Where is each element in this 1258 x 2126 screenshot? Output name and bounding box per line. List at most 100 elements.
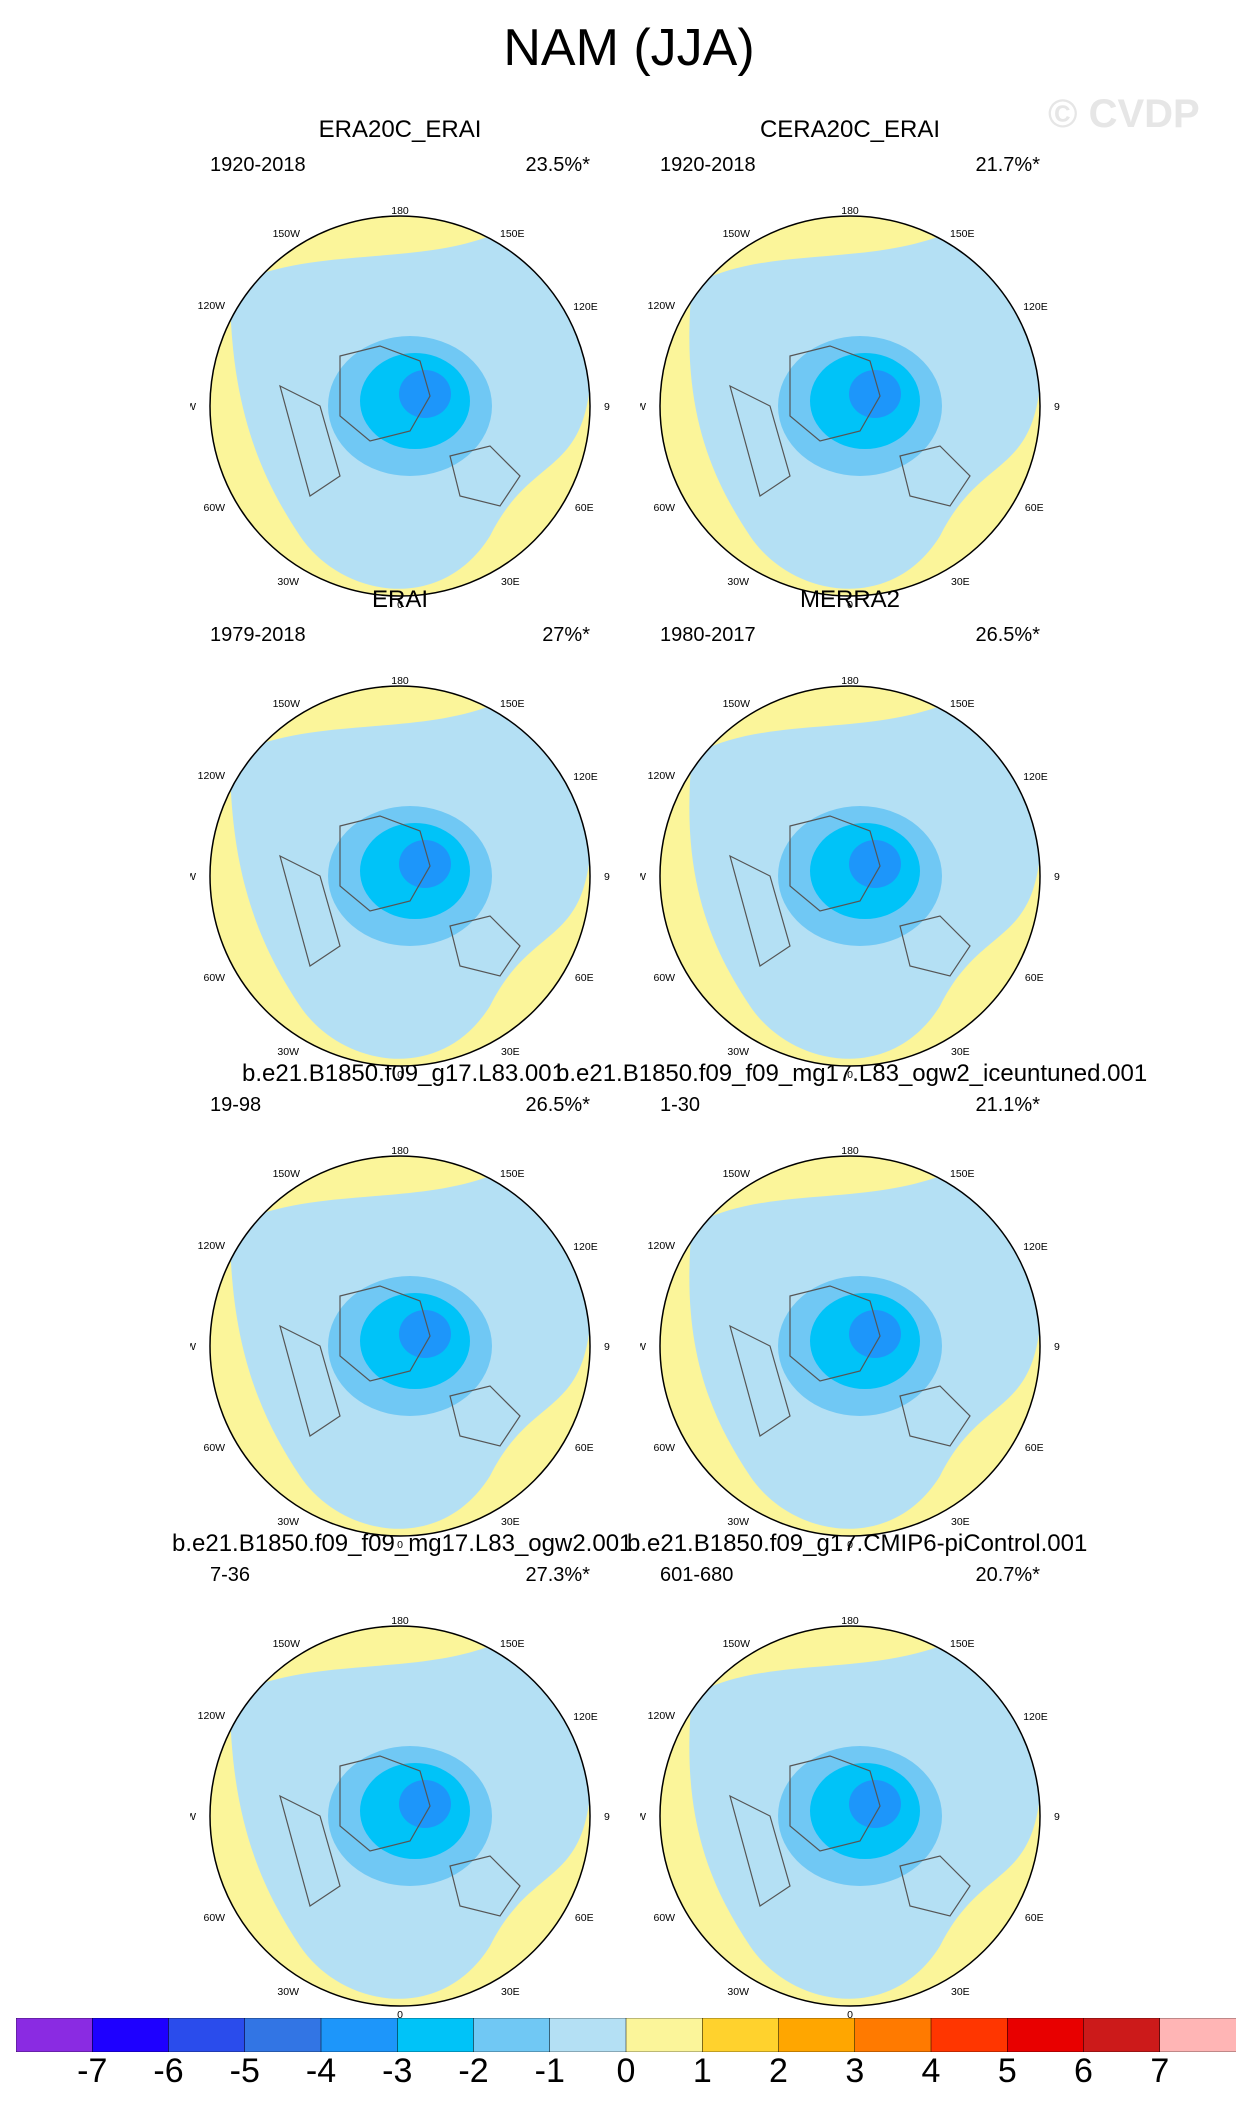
polar-map: 180 150E 120E 90E 60E 30E 0 30W 60W 90W 120W 150W bbox=[174, 1615, 622, 2021]
lon-label: 150E bbox=[500, 1638, 525, 1650]
colorbar-tick-label: -6 bbox=[153, 2052, 184, 2090]
lon-label: 120E bbox=[1023, 771, 1048, 783]
lon-label: 60E bbox=[575, 1912, 594, 1924]
lon-label: 120W bbox=[648, 1240, 676, 1252]
lon-label: 0 bbox=[847, 2009, 853, 2021]
colorbar-swatch bbox=[320, 2018, 398, 2052]
map-panel: CERA20C_ERAI 1920-2018 21.7%* 180 150E 120E 9… bbox=[624, 116, 1072, 611]
lon-label: 120W bbox=[648, 770, 676, 782]
lon-label: 60W bbox=[654, 1912, 676, 1924]
panel-variance-pct: 21.1%* bbox=[975, 1094, 1041, 1116]
lon-label: 150E bbox=[500, 228, 525, 240]
colorbar-tick-label: 3 bbox=[845, 2052, 865, 2090]
panel-map: 180 150E 120E 90E 60E 30E 0 30W 60W 90W 120W 150W bbox=[174, 1566, 622, 2041]
lon-label: 120W bbox=[198, 1240, 226, 1252]
lon-label: 30W bbox=[277, 1516, 299, 1528]
polar-map: 180 150E 120E 90E 60E 30E 0 30W 60W 90W 120W 150W bbox=[174, 675, 622, 1081]
coastlines bbox=[729, 1285, 971, 1447]
polar-map: 180 150E 120E 90E 60E 30E 0 30W 60W 90W 120W 150W bbox=[174, 1145, 622, 1551]
anomaly-core bbox=[399, 840, 451, 888]
colorbar-swatch bbox=[854, 2018, 932, 2052]
lon-label: 30W bbox=[277, 1046, 299, 1058]
coastlines bbox=[279, 815, 521, 977]
map-boundary bbox=[209, 1625, 591, 2007]
lon-label: 0 bbox=[397, 2009, 403, 2021]
lon-label: 150E bbox=[950, 228, 975, 240]
lon-label: 150W bbox=[273, 1168, 301, 1180]
map-boundary bbox=[659, 215, 1041, 597]
lon-label: 90E bbox=[1054, 401, 1060, 413]
polar-map: 180 150E 120E 90E 60E 30E 0 30W 60W 90W 120W 150W bbox=[174, 205, 622, 611]
lon-label: 30E bbox=[951, 576, 970, 588]
lon-label: 30E bbox=[951, 1046, 970, 1058]
colorbar-tick-label: -1 bbox=[534, 2052, 565, 2090]
lon-label: 90E bbox=[604, 1811, 610, 1823]
lon-label: 60E bbox=[1025, 972, 1044, 984]
lon-label: 150E bbox=[500, 1168, 525, 1180]
anomaly-core bbox=[399, 1780, 451, 1828]
lon-label: 60W bbox=[654, 1442, 676, 1454]
panel-years: 7-36 bbox=[210, 1564, 251, 1586]
panel-map: 180 150E 120E 90E 60E 30E 0 30W 60W 90W 120W 150W bbox=[174, 1096, 622, 1571]
map-panel: 601-680 20.7%* 180 150E 120E 90E 60E 30E 0 30W 60… bbox=[624, 1526, 1072, 2021]
colorbar-swatch bbox=[930, 2018, 1008, 2052]
panel-title: MERRA2 bbox=[799, 586, 901, 613]
colorbar-tick-label: -5 bbox=[229, 2052, 260, 2090]
lon-label: 90E bbox=[604, 401, 610, 413]
lon-label: 0 bbox=[397, 1069, 403, 1081]
coastlines bbox=[729, 1755, 971, 1917]
lon-label: 90E bbox=[604, 1341, 610, 1353]
lon-label: 30E bbox=[951, 1986, 970, 1998]
lon-label: 60E bbox=[575, 1442, 594, 1454]
lon-label: 180 bbox=[391, 1615, 409, 1627]
lon-label: 150W bbox=[273, 228, 301, 240]
coastlines bbox=[729, 815, 971, 977]
panel-variance-pct: 27.3%* bbox=[525, 1564, 591, 1586]
panel-variance-pct: 26.5%* bbox=[525, 1094, 591, 1116]
colorbar-tick-label: 0 bbox=[616, 2052, 636, 2090]
panel-variance-pct: 23.5%* bbox=[525, 154, 591, 176]
panel-map: 180 150E 120E 90E 60E 30E 0 30W 60W 90W 120W 150W bbox=[624, 626, 1072, 1101]
colorbar-swatch bbox=[16, 2018, 93, 2052]
lon-label: 90W bbox=[190, 401, 196, 413]
lon-label: 180 bbox=[841, 1145, 859, 1157]
panel-years: 1920-2018 bbox=[660, 154, 756, 176]
coastlines bbox=[279, 1755, 521, 1917]
colorbar-swatch bbox=[92, 2018, 170, 2052]
lon-label: 120E bbox=[1023, 301, 1048, 313]
lon-label: 150W bbox=[723, 698, 751, 710]
lon-label: 90E bbox=[1054, 871, 1060, 883]
lon-label: 30W bbox=[727, 1046, 749, 1058]
colorbar-swatch bbox=[625, 2018, 703, 2052]
coastlines bbox=[729, 345, 971, 507]
lon-label: 60W bbox=[654, 972, 676, 984]
anomaly-core bbox=[399, 370, 451, 418]
panel-map: 180 150E 120E 90E 60E 30E 0 30W 60W 90W 120W 150W bbox=[624, 1566, 1072, 2041]
lon-label: 30W bbox=[277, 1986, 299, 1998]
lon-label: 0 bbox=[847, 1539, 853, 1551]
panel-years: 1-30 bbox=[660, 1094, 701, 1116]
lon-label: 120W bbox=[648, 300, 676, 312]
colorbar-swatch bbox=[244, 2018, 322, 2052]
lon-label: 120E bbox=[573, 1241, 598, 1253]
panel-map: 180 150E 120E 90E 60E 30E 0 30W 60W 90W 120W 150W bbox=[624, 1096, 1072, 1571]
lon-label: 120W bbox=[198, 300, 226, 312]
lon-label: 120E bbox=[573, 771, 598, 783]
panel-years: 601-680 bbox=[660, 1564, 734, 1586]
lon-label: 180 bbox=[391, 205, 409, 217]
colorbar-swatch bbox=[1083, 2018, 1161, 2052]
panel-years: 1980-2017 bbox=[660, 624, 756, 646]
coastlines bbox=[279, 1285, 521, 1447]
colorbar-tick-label: 4 bbox=[921, 2052, 941, 2090]
lon-label: 180 bbox=[391, 1145, 409, 1157]
colorbar-tick-label: -2 bbox=[458, 2052, 489, 2090]
colorbar-tick-label: -7 bbox=[77, 2052, 108, 2090]
coastlines bbox=[279, 345, 521, 507]
polar-map: 180 150E 120E 90E 60E 30E 0 30W 60W 90W 120W 150W bbox=[624, 1615, 1072, 2021]
panel-years: 1979-2018 bbox=[210, 624, 306, 646]
lon-label: 120E bbox=[573, 1711, 598, 1723]
colorbar-swatch bbox=[549, 2018, 627, 2052]
map-boundary bbox=[209, 685, 591, 1067]
lon-label: 90E bbox=[1054, 1811, 1060, 1823]
lon-label: 60W bbox=[204, 502, 226, 514]
